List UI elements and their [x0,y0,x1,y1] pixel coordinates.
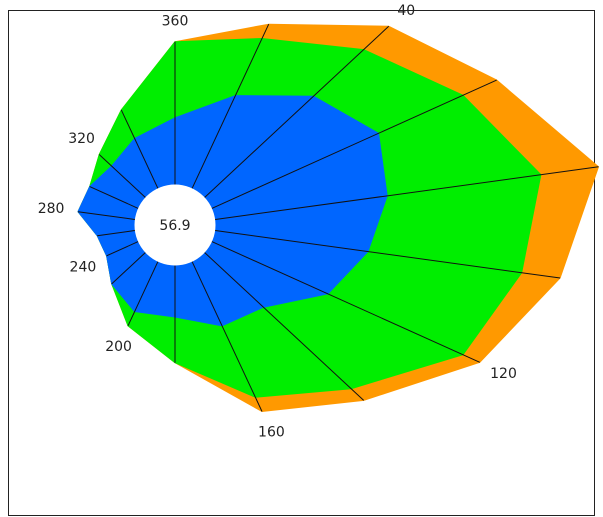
spoke-11 [111,248,150,285]
series-areas [77,23,600,413]
spoke-17 [120,109,162,196]
angle-tick-label: 160 [258,425,285,441]
angle-tick-label: 240 [70,260,97,276]
spoke-1 [188,23,270,196]
spoke-12 [106,240,141,257]
spoke-5 [214,229,561,279]
spoke-14 [77,211,136,221]
spoke-10 [127,254,162,327]
center-label: 56.9 [159,218,190,234]
spoke-3 [209,79,497,210]
spoke-15 [89,186,141,210]
spoke-16 [98,154,150,202]
spoke-4 [214,166,599,221]
angle-tick-label: 320 [68,131,95,147]
spoke-2 [200,25,390,202]
spoke-13 [97,229,136,237]
angle-tick-label: 200 [105,339,132,355]
spoke-7 [200,248,365,401]
center-hole [134,184,216,266]
angle-tick-label: 360 [162,13,189,29]
angle-tick-label: 280 [38,201,65,217]
spoke-6 [209,240,481,363]
angle-tick-label: 120 [490,366,517,382]
angle-tick-label: 40 [397,3,415,19]
radial-spokes [77,23,599,412]
spoke-8 [188,254,263,412]
angle-ticks: 3604080120160200240280320 [38,3,517,441]
